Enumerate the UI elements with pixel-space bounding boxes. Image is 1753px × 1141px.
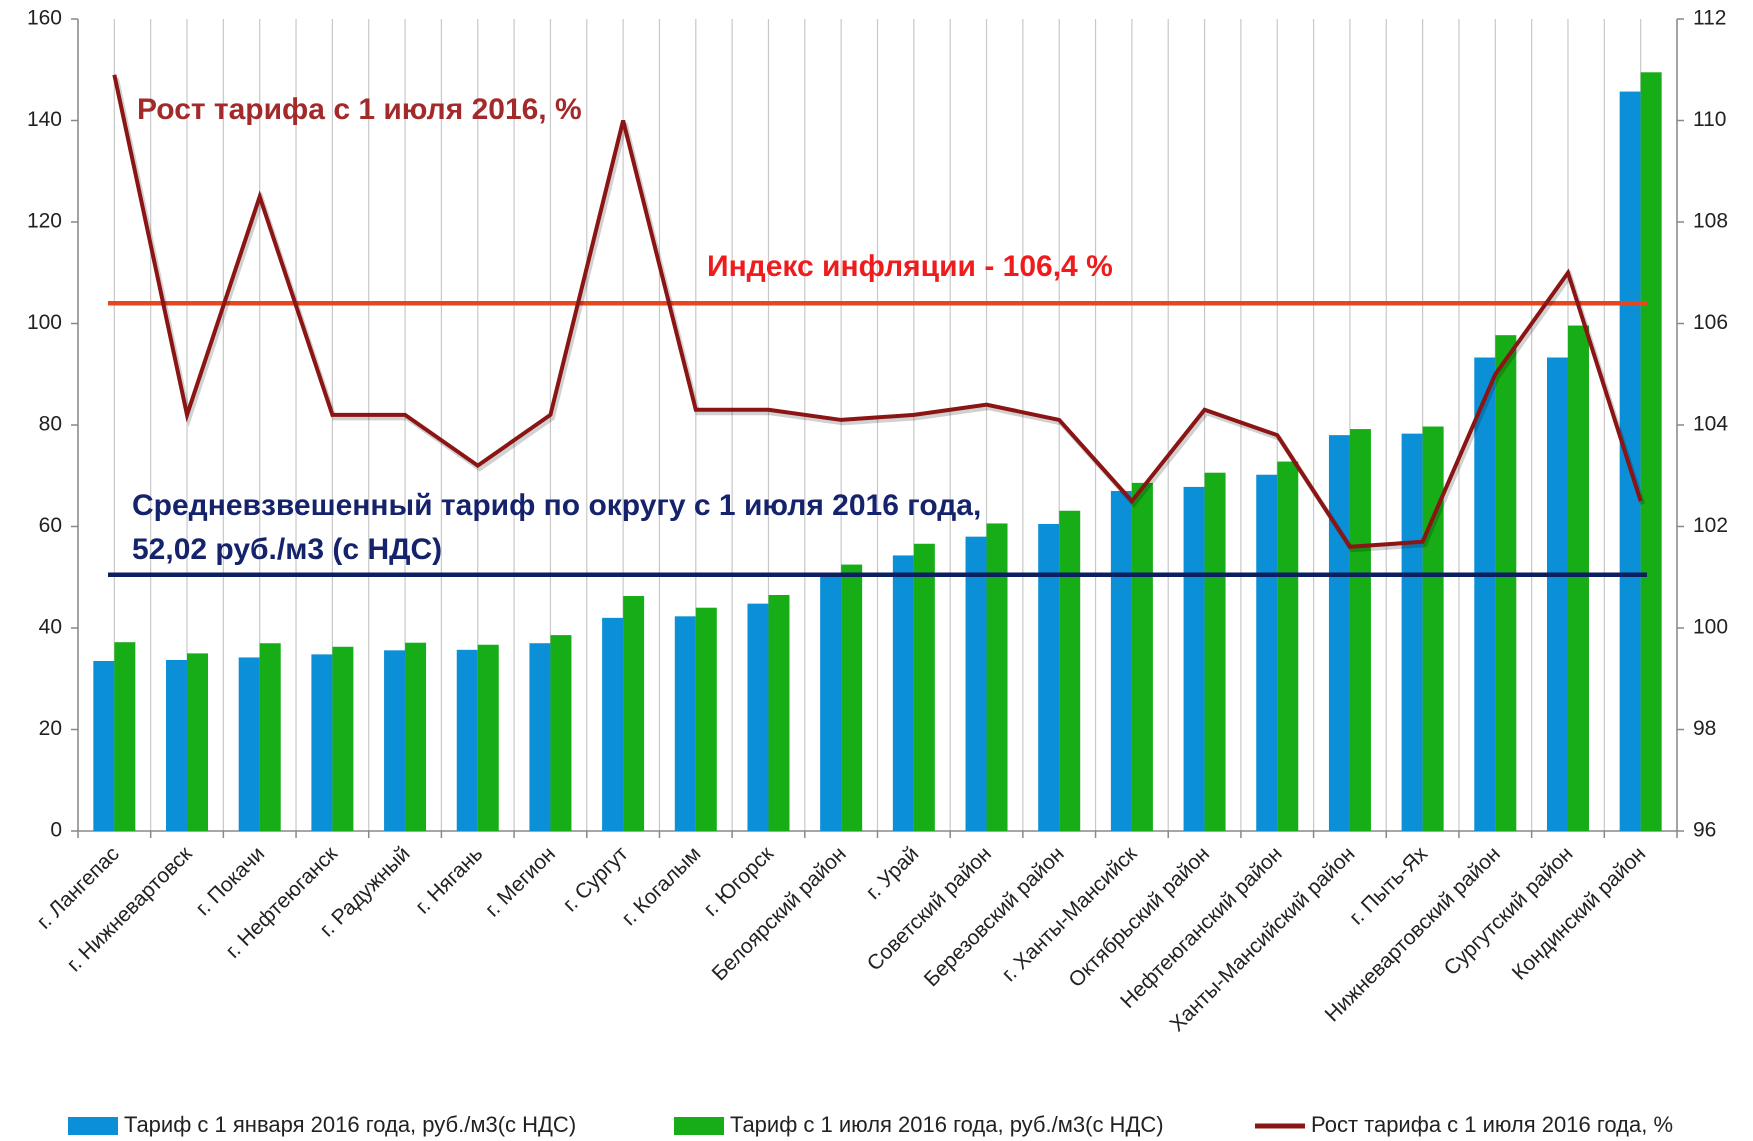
y-tick-label: 60 [39,514,62,537]
x-tick-label: Березовский район [920,842,1069,991]
y2-tick-label: 104 [1693,413,1728,436]
bar [1277,461,1299,831]
bar [892,555,914,831]
annotation: Рост тарифа с 1 июля 2016, % [137,93,582,126]
x-tick-label: Октябрьский район [1064,842,1214,992]
line [112,74,1643,549]
legend-swatch [674,1117,724,1135]
x-tick-label: г. Мегион [481,842,560,921]
bar [1131,482,1153,831]
y2-tick-label: 100 [1693,616,1728,639]
bar [405,642,427,831]
bar [913,543,935,831]
x-tick-label: г. Нижневартовск [63,842,198,977]
y-tick-label: 140 [27,108,62,131]
annotation: Индекс инфляции - 106,4 % [707,250,1113,283]
bar [1059,510,1081,831]
y2-tick-label: 108 [1693,210,1728,233]
x-tick-label: г. Ханты-Мансийск [998,842,1142,986]
bar [1038,523,1060,831]
y-tick-label: 100 [27,311,62,334]
y2-tick-label: 98 [1693,717,1716,740]
bar [1474,357,1496,831]
bar [768,595,790,831]
bar [1204,472,1226,831]
bar [1110,490,1132,831]
bar [623,596,645,831]
bar [1567,325,1589,831]
y2-tick-label: 102 [1693,514,1728,537]
x-tick-label: Белоярский район [708,842,851,985]
bar [1349,429,1371,831]
bar [529,643,551,831]
bar [986,523,1008,831]
y2-tick-label: 110 [1693,108,1726,131]
bar [841,564,863,831]
annotation: 52,02 руб./м3 (с НДС) [132,533,442,566]
bar [477,644,499,831]
bar [238,657,260,831]
x-tick-label: Сургутский район [1440,842,1578,980]
bar [456,649,478,831]
bar [747,603,769,831]
bar [674,616,696,831]
x-tick-label: г. Покачи [191,842,269,920]
x-tick-label: г. Нягань [411,842,487,918]
bar [1619,91,1641,831]
bar [93,660,115,831]
y-tick-label: 40 [39,616,62,639]
bar [602,617,624,831]
y2-tick-label: 96 [1693,819,1716,842]
legend-swatch [68,1117,118,1135]
legend-label: Рост тарифа с 1 июля 2016 года, % [1311,1112,1673,1137]
bar [550,635,572,831]
bar [114,642,136,831]
y-tick-label: 20 [39,717,62,740]
bar [820,574,842,831]
bar [1256,474,1278,831]
bar [695,607,717,831]
bar [187,653,209,831]
annotation: Средневзвешенный тариф по округу с 1 июл… [132,489,981,522]
line-shadow [113,77,1646,553]
x-tick-label: Кондинский район [1508,842,1650,984]
bar [965,536,987,831]
bar [1546,357,1568,831]
x-tick-label: г. Когалым [617,842,705,930]
y2-tick-label: 106 [1693,311,1728,334]
y-tick-label: 120 [27,210,62,233]
bar [1401,433,1423,831]
y-tick-label: 160 [27,7,62,30]
legend-label: Тариф с 1 июля 2016 года, руб./м3(с НДС) [730,1112,1164,1137]
bar [311,654,333,831]
bar [332,646,354,831]
bar [1640,72,1662,832]
bar [1422,426,1444,831]
bar [384,650,406,831]
x-tick-label: Советский район [863,842,996,975]
bar [1183,486,1205,831]
bar [259,643,281,831]
x-tick-label: г. Сургут [559,842,633,916]
bar [166,659,188,831]
x-tick-label: г. Урай [862,842,924,904]
bar [1495,335,1517,831]
y-tick-label: 0 [50,819,62,842]
bar [1328,435,1350,831]
legend-label: Тариф с 1 января 2016 года, руб./м3(с НД… [124,1112,576,1137]
y2-tick-label: 112 [1693,7,1726,30]
y-tick-label: 80 [39,413,62,436]
